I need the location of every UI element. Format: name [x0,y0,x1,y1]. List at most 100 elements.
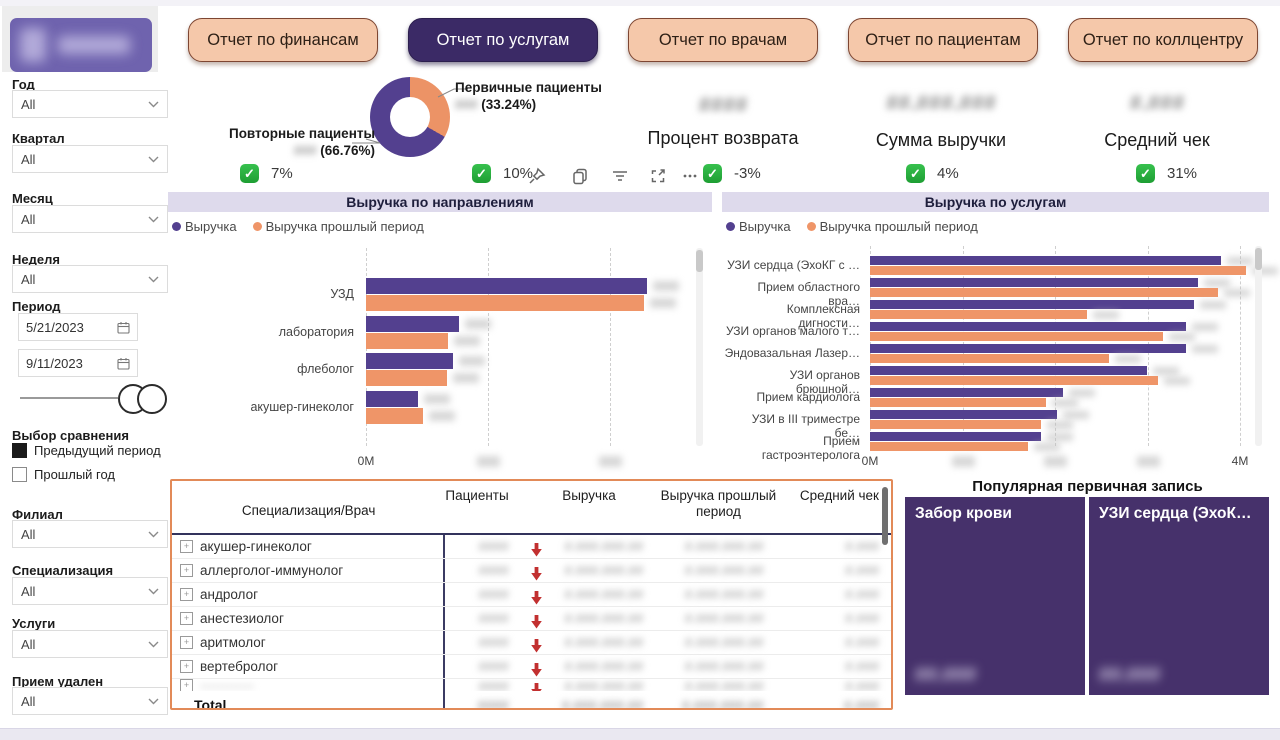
bar-current[interactable] [870,410,1057,419]
date-slider-handle-end[interactable] [137,384,167,414]
bar-previous[interactable] [870,266,1246,275]
bar-current[interactable] [870,278,1198,287]
expand-row-icon[interactable]: + [180,540,193,553]
bar-current[interactable] [870,432,1041,441]
table-row[interactable]: + аритмолог #### #.###.###.## #.###.###.## #.… [172,631,891,655]
expand-row-icon[interactable]: + [180,564,193,577]
bar-current[interactable] [870,300,1194,309]
chart-scrollbar-track[interactable] [696,248,703,446]
expand-row-icon[interactable]: + [180,660,193,673]
checkbox-unchecked[interactable] [12,467,27,482]
col-header-revenue-prev[interactable]: Выручка прошлый период [660,488,777,519]
expand-row-icon[interactable]: + [180,612,193,625]
table-scrollbar[interactable] [882,487,888,545]
data-label-masked [429,410,455,421]
pin-icon[interactable] [527,166,547,186]
bar-previous[interactable] [366,295,644,311]
bar-current[interactable] [366,353,453,369]
kpi-revenue-sum-value-masked: ##.###.### [885,90,997,115]
checkbox-checked[interactable] [12,443,27,458]
specialization-select[interactable]: All [12,577,168,605]
table-row[interactable]: + андролог #### #.###.###.## #.###.###.## #.#… [172,583,891,607]
category-label: лаборатория [278,324,354,339]
bar-previous[interactable] [870,420,1041,429]
data-label-masked [1047,432,1073,441]
treemap-tile-heart-ultrasound[interactable]: УЗИ сердца (ЭхоК… ##.### [1089,497,1269,695]
services-select[interactable]: All [12,630,168,658]
category-label: флеболог [297,362,354,376]
chart-scrollbar-track[interactable] [1255,246,1262,446]
bar-current[interactable] [870,344,1186,353]
visit-deleted-select[interactable]: All [12,687,168,715]
nav-button-2[interactable]: Отчет по врачам [628,18,818,62]
bar-previous[interactable] [870,398,1046,407]
data-label-masked [1063,410,1089,419]
month-select[interactable]: All [12,205,168,233]
table-row[interactable]: + аллерголог-иммунолог #### #.###.###.## #.#… [172,559,891,583]
bar-previous[interactable] [870,442,1028,451]
expand-row-icon[interactable]: + [180,588,193,601]
total-revenue-masked: #.###.###.## [561,697,644,710]
bar-previous[interactable] [870,376,1158,385]
col-header-specialization[interactable]: Специализация/Врач [241,502,376,518]
bar-current[interactable] [366,315,459,332]
comparison-label: Выбор сравнения [12,428,129,443]
trend-down-arrow-icon [530,663,542,677]
col-header-patients[interactable]: Пациенты [445,488,509,503]
bar-current[interactable] [870,256,1221,265]
bar-previous[interactable] [366,370,447,386]
nav-button-0[interactable]: Отчет по финансам [188,18,378,62]
more-options-icon[interactable] [682,166,698,186]
specialization-name: вертебролог [200,659,279,674]
filter-icon[interactable] [610,166,630,186]
bar-previous[interactable] [870,332,1163,341]
chevron-down-icon [148,641,159,648]
data-label-masked [1224,288,1250,297]
col-header-avg-check[interactable]: Средний чек [799,488,879,503]
copy-icon[interactable] [570,166,590,186]
treemap-tile-blood-draw[interactable]: Забор крови ##.### [905,497,1085,695]
focus-mode-icon[interactable] [648,166,668,186]
bar-previous[interactable] [366,407,423,424]
data-label-masked [454,335,480,346]
table-row[interactable]: + анестезиолог #### #.###.###.## #.###.###.#… [172,607,891,631]
legend-dot-previous [252,222,262,231]
chart-scrollbar-thumb[interactable] [1255,248,1262,270]
legend-dot-previous [806,222,816,231]
col-header-revenue[interactable]: Выручка [562,488,616,503]
table-row[interactable]: + акушер-гинеколог #### #.###.###.## #.###.#… [172,535,891,559]
bar-current[interactable] [870,322,1186,331]
bar-previous[interactable] [870,310,1087,319]
revenue-prev-value-masked: #.###.###.## [684,679,764,691]
nav-button-4[interactable]: Отчет по коллцентру [1068,18,1258,62]
logo-text-masked [58,36,130,54]
nav-button-1[interactable]: Отчет по услугам [408,18,598,62]
chart-legend: Выручка Выручка прошлый период [172,219,424,234]
chart-scrollbar-thumb[interactable] [696,250,703,272]
legend-item: Выручка прошлый период [252,219,424,234]
revenue-value-masked: #.###.###.## [564,679,644,691]
branch-select[interactable]: All [12,520,168,548]
expand-row-icon[interactable]: + [180,679,193,691]
bar-current[interactable] [366,390,418,407]
quarter-select[interactable]: All [12,145,168,173]
week-select[interactable]: All [12,265,168,293]
table-row[interactable]: + вертебролог #### #.###.###.## #.###.###.##… [172,655,891,679]
bar-current[interactable] [870,366,1147,375]
bar-previous[interactable] [870,354,1109,363]
nav-button-3[interactable]: Отчет по пациентам [848,18,1038,62]
bar-previous[interactable] [870,288,1218,297]
bar-current[interactable] [366,278,647,294]
table-row[interactable]: + ------------ #### #.###.###.## #.###.###.#… [172,679,891,691]
expand-row-icon[interactable]: + [180,636,193,649]
data-label-masked [459,356,485,366]
data-label-masked [1252,266,1278,275]
data-label-masked [1069,388,1095,397]
bar-previous[interactable] [366,332,448,349]
period-from-input[interactable]: 5/21/2023 [18,313,138,341]
legend-item: Выручка прошлый период [806,219,978,234]
year-select[interactable]: All [12,90,168,118]
period-to-input[interactable]: 9/11/2023 [18,349,138,377]
bar-current[interactable] [870,388,1063,397]
date-slider-track[interactable] [20,397,118,399]
